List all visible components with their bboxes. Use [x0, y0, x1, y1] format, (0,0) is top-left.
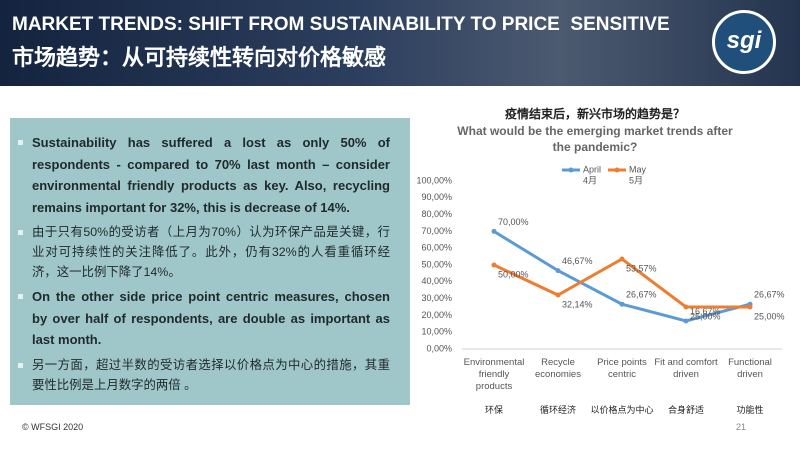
y-tick-label: 100,00% [416, 175, 452, 185]
series-line [493, 257, 750, 309]
legend-label: April [583, 164, 601, 174]
y-tick-label: 40,00% [421, 276, 452, 286]
x-tick-label: Recycle economies [535, 357, 581, 380]
point [619, 301, 625, 307]
chart-subtitle: What would be the emerging market trends… [457, 124, 733, 154]
data-label: 53,57% [626, 263, 657, 273]
point [683, 318, 689, 324]
chart-title: 疫情结束后，新兴市场的趋势是？ [504, 107, 685, 121]
title: MARKET TRENDS: SHIFT FROM SUSTAINABILITY… [12, 14, 670, 35]
data-label: 26,67% [754, 290, 785, 300]
point [491, 228, 497, 234]
y-tick-label: 70,00% [421, 226, 452, 236]
data-label: 25,00% [690, 311, 721, 321]
x-tick-label-zh: 环保 [484, 405, 503, 415]
y-tick-label: 10,00% [421, 327, 452, 337]
y-tick-label: 0,00% [426, 343, 452, 353]
y-tick-label: 80,00% [421, 209, 452, 219]
x-tick-label-zh: 以价格点为中心 [590, 405, 654, 415]
data-label: 26,67% [626, 290, 657, 300]
point [747, 304, 753, 310]
y-tick-label: 90,00% [421, 192, 452, 202]
legend-marker [614, 167, 620, 173]
x-tick-label: Environmental friendly products [463, 357, 525, 392]
point [683, 304, 689, 310]
data-label: 25,00% [754, 311, 785, 321]
text-box: Sustainability has suffered a lost as on… [10, 118, 410, 405]
x-tick-label-zh: 功能性 [736, 405, 764, 415]
bullet: On the other side price point centric me… [18, 286, 390, 351]
x-tick-label: Price points centric [597, 357, 647, 380]
y-tick-label: 60,00% [421, 243, 452, 253]
x-tick-label: Fit and comfort driven [654, 357, 718, 380]
point [555, 268, 561, 274]
legend-label: May [629, 164, 647, 174]
data-label: 32,14% [562, 299, 593, 309]
bullet: Sustainability has suffered a lost as on… [18, 132, 390, 218]
legend-label-zh: 5月 [629, 175, 643, 185]
y-tick-label: 30,00% [421, 293, 452, 303]
data-label: 46,67% [562, 256, 593, 266]
bullet: 另一方面，超过半数的受访者选择以价格点为中心的措施，其重要性比例是上月数字的两倍… [18, 355, 390, 395]
legend-label-zh: 4月 [583, 175, 597, 185]
copyright: © WFSGI 2020 [22, 422, 84, 432]
point [619, 256, 625, 262]
legend-marker [568, 167, 574, 173]
x-tick-label: Functional driven [728, 357, 772, 380]
page-number: 21 [736, 422, 747, 432]
x-tick-label-zh: 合身舒适 [667, 405, 704, 415]
y-tick-label: 20,00% [421, 310, 452, 320]
logo: sgi [712, 10, 776, 74]
point [491, 262, 497, 268]
title-zh: 市场趋势：从可持续性转向对价格敏感 [12, 45, 387, 70]
bullet: 由于只有50%的受访者（上月为70%）认为环保产品是关键，行业对可持续性的关注降… [18, 222, 390, 282]
y-tick-label: 50,00% [421, 259, 452, 269]
point [555, 292, 561, 298]
x-tick-label-zh: 循环经济 [539, 405, 576, 415]
data-label: 50,00% [498, 269, 529, 279]
header: MARKET TRENDS: SHIFT FROM SUSTAINABILITY… [0, 0, 800, 86]
data-label: 16,67% [690, 306, 721, 316]
data-label: 70,00% [498, 217, 529, 227]
